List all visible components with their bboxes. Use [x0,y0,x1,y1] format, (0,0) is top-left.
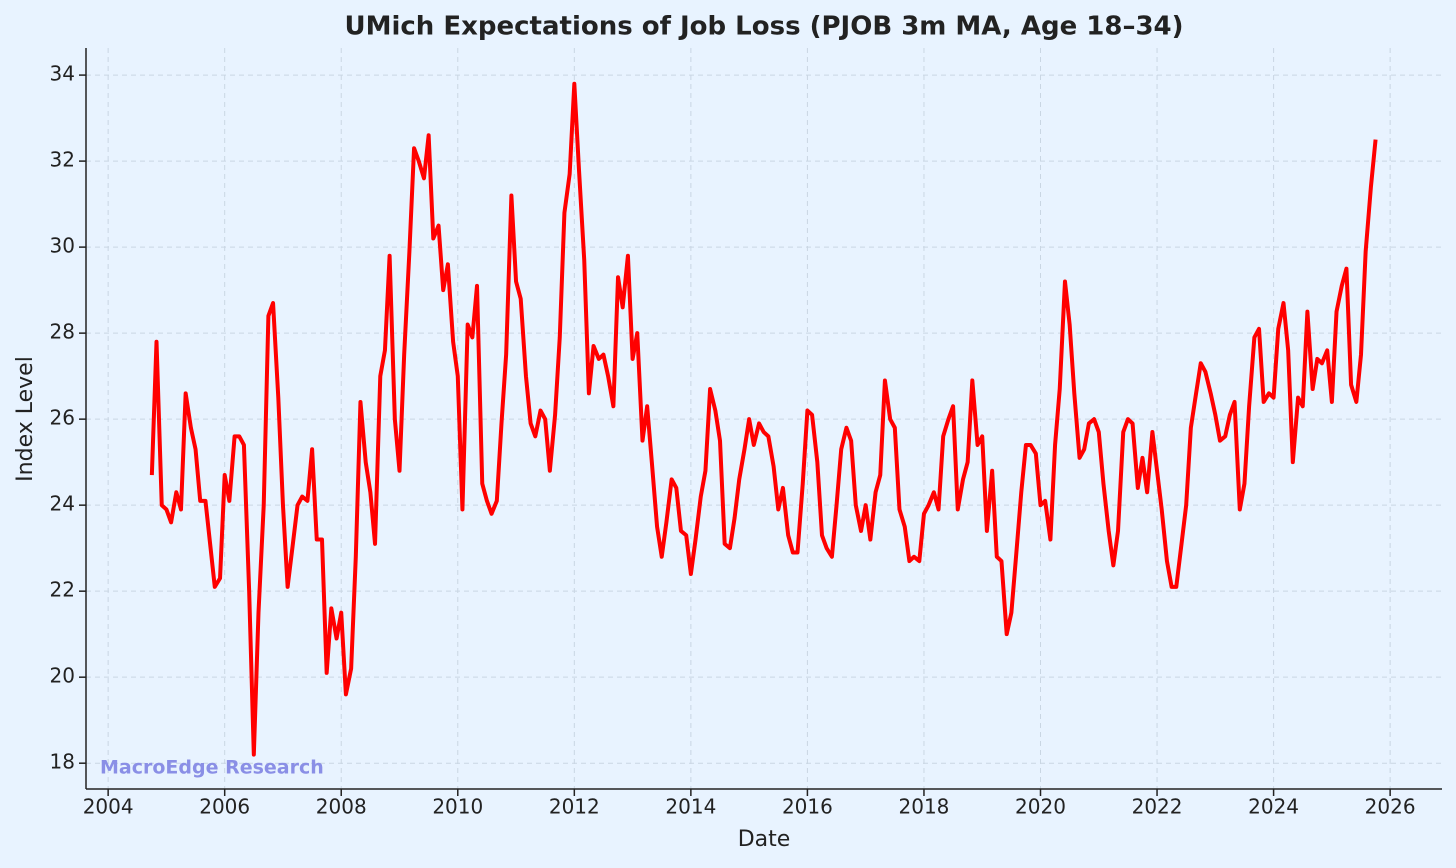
y-tick-label: 20 [50,664,75,688]
y-tick-label: 30 [50,234,75,258]
x-tick-label: 2018 [899,795,950,819]
x-tick-label: 2024 [1248,795,1299,819]
x-tick-label: 2004 [83,795,134,819]
y-tick-label: 26 [50,406,75,430]
y-tick-label: 32 [50,148,75,172]
x-tick-label: 2014 [665,795,716,819]
x-tick-label: 2026 [1365,795,1416,819]
y-tick-label: 34 [50,62,75,86]
y-axis-label: Index Level [13,356,38,482]
x-axis-label: Date [738,827,791,852]
x-tick-label: 2022 [1132,795,1183,819]
x-tick-label: 2010 [432,795,483,819]
x-tick-label: 2012 [549,795,600,819]
y-tick-label: 28 [50,320,75,344]
x-tick-label: 2008 [316,795,367,819]
chart-title: UMich Expectations of Job Loss (PJOB 3m … [344,12,1183,42]
line [149,81,1378,757]
x-tick-label: 2020 [1015,795,1066,819]
x-tick-label: 2006 [199,795,250,819]
y-tick-label: 18 [50,750,75,774]
watermark: MacroEdge Research [100,757,324,779]
y-tick-label: 22 [50,578,75,602]
y-tick-label: 24 [50,492,75,516]
x-tick-label: 2016 [782,795,833,819]
